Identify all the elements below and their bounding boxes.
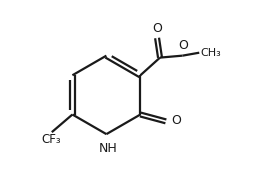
Text: NH: NH <box>99 142 118 155</box>
Text: O: O <box>152 22 162 35</box>
Text: CF₃: CF₃ <box>41 133 61 146</box>
Text: CH₃: CH₃ <box>201 48 221 58</box>
Text: O: O <box>179 39 188 52</box>
Text: O: O <box>171 114 181 127</box>
